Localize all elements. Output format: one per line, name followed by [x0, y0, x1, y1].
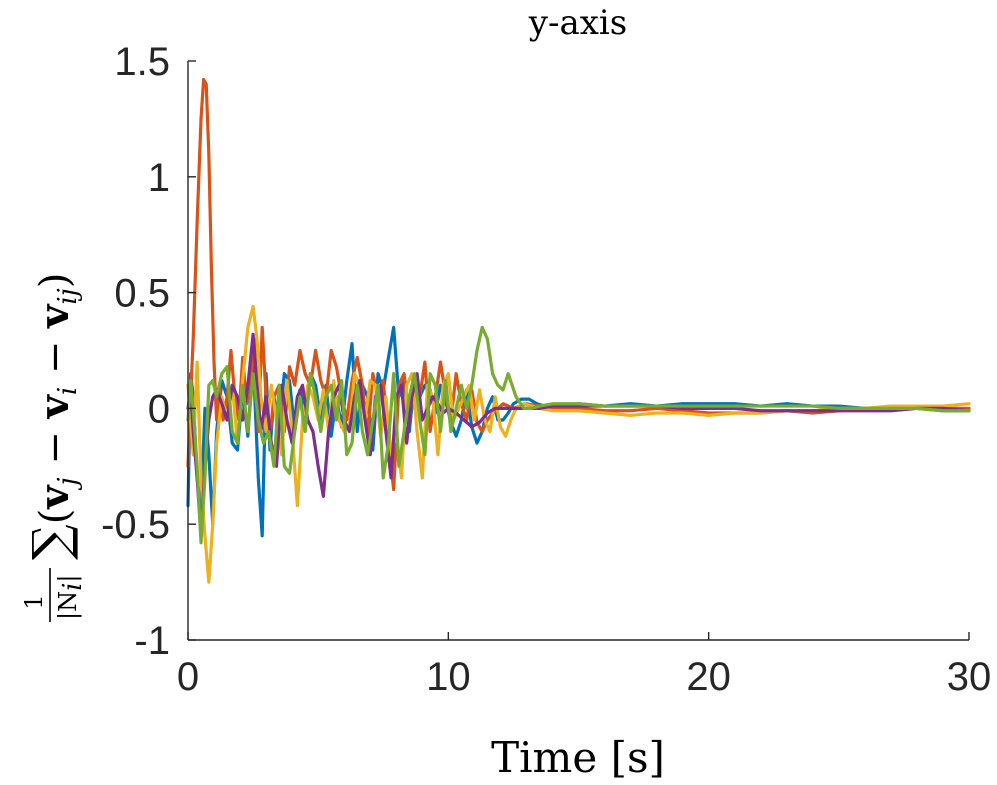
y-tick-label: 0.5 — [114, 272, 170, 316]
y-label-frac-num: 1 — [20, 594, 48, 609]
y-axis-label: 1 |Ni| ∑(vj − vi − vij) — [20, 273, 88, 622]
svg-text:|Ni|: |Ni| — [54, 574, 88, 620]
series-group — [186, 77, 971, 584]
x-tick-label: 30 — [947, 655, 992, 699]
y-label-frac-den-sub: i — [58, 583, 88, 591]
y-label-close-paren: ) — [32, 273, 78, 289]
chart-title: y-axis — [528, 3, 627, 43]
y-label-v3: v — [31, 303, 78, 329]
y-label-v2-sub: i — [53, 387, 83, 395]
x-tick-label: 20 — [686, 655, 731, 699]
y-label-frac-den-end: | — [54, 574, 83, 582]
series-line-5 — [186, 325, 971, 545]
x-tick-label: 10 — [426, 655, 471, 699]
tick-group: 0 10 20 30 -1 -0.5 0 0.5 1 1.5 — [101, 40, 991, 699]
x-tick-label: 0 — [177, 655, 199, 699]
y-tick-label: 0 — [148, 387, 170, 431]
y-label-v1: v — [31, 484, 78, 510]
y-tick-label: -0.5 — [101, 503, 170, 547]
y-label-minus1: − — [32, 418, 78, 477]
x-axis-label: Time [s] — [491, 733, 665, 782]
y-tick-label: 1 — [148, 156, 170, 200]
svg-text:1: 1 — [20, 594, 48, 609]
y-label-sum: ∑ — [22, 524, 80, 560]
y-label-minus2: − — [32, 328, 78, 387]
y-tick-label: 1.5 — [114, 40, 170, 84]
svg-text:∑(vj − vi − vij): ∑(vj − vi − vij) — [22, 273, 83, 560]
y-label-frac-den: |N — [54, 591, 83, 620]
y-label-v3-sub: ij — [53, 288, 83, 304]
series-line-4 — [186, 332, 971, 538]
y-label-open-paren: ( — [32, 509, 78, 525]
y-tick-label: -1 — [134, 619, 170, 663]
series-line-3 — [186, 304, 971, 584]
y-label-v2: v — [31, 393, 78, 419]
